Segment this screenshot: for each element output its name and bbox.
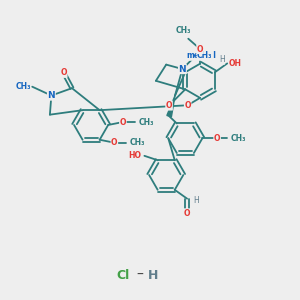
Polygon shape — [167, 95, 175, 117]
Text: O: O — [214, 134, 220, 143]
Text: O: O — [111, 138, 118, 147]
Text: N: N — [47, 91, 55, 100]
Text: O: O — [184, 209, 190, 218]
Text: CH₃: CH₃ — [176, 26, 192, 35]
Text: O: O — [61, 68, 67, 77]
Text: CH₃: CH₃ — [231, 134, 247, 143]
Text: Cl: Cl — [117, 268, 130, 282]
Text: O: O — [184, 101, 191, 110]
Text: CH₃: CH₃ — [138, 118, 154, 127]
Text: methyl: methyl — [186, 51, 216, 60]
Text: CH₃: CH₃ — [130, 138, 145, 147]
Text: –: – — [136, 268, 143, 282]
Text: H: H — [148, 268, 158, 282]
Text: OH: OH — [229, 59, 242, 68]
Text: CH₃: CH₃ — [15, 82, 31, 91]
Text: O: O — [197, 44, 203, 53]
Text: H: H — [193, 196, 199, 205]
Text: N: N — [178, 64, 186, 74]
Text: O: O — [120, 118, 126, 127]
Text: HO: HO — [128, 151, 141, 160]
Text: CH₃: CH₃ — [197, 51, 213, 60]
Text: H: H — [219, 56, 225, 64]
Text: O: O — [166, 101, 172, 110]
